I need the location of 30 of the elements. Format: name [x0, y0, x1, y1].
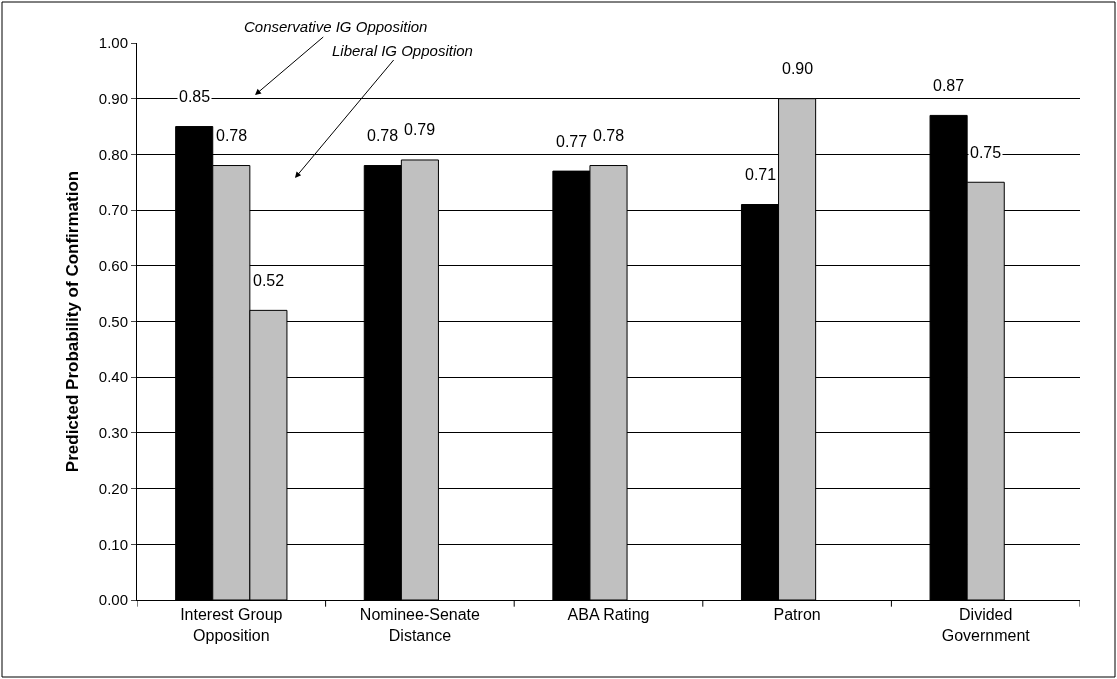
x-tick-label: Interest Group Opposition: [180, 606, 283, 644]
y-axis-title: Predicted Probability of Confirmation: [63, 170, 83, 473]
x-tick-label: Divided Government: [941, 606, 1031, 644]
x-tick-label: Patron: [773, 606, 821, 624]
text: Conservative IG Opposition: [244, 18, 428, 35]
data-label: 0.71: [745, 166, 777, 183]
y-tick-label: 0.10: [98, 535, 128, 553]
y-tick-label: 0.90: [98, 89, 128, 107]
y-tick-label: 0.50: [98, 312, 128, 330]
data-label: 0.52: [253, 272, 285, 289]
data-label: 0.90: [782, 60, 814, 77]
y-tick-label: 0.80: [98, 145, 128, 163]
x-tick-label: Nominee-Senate Distance: [359, 606, 481, 644]
data-label: 0.79: [404, 121, 436, 138]
y-tick-label: 0.00: [98, 591, 128, 609]
annotation: Liberal IG Opposition: [332, 42, 473, 59]
data-label: 0.85: [179, 88, 211, 105]
data-label: 0.78: [593, 127, 625, 144]
y-tick-label: 0.40: [98, 368, 128, 386]
data-label: 0.75: [970, 144, 1002, 161]
data-label: 0.78: [216, 127, 248, 144]
data-label: 0.78: [367, 127, 399, 144]
y-tick-label: 1.00: [98, 34, 128, 52]
y-tick-label: 0.70: [98, 201, 128, 219]
y-tick-label: 0.20: [98, 479, 128, 497]
y-tick-label: 0.30: [98, 424, 128, 442]
x-tick-label: ABA Rating: [567, 606, 650, 624]
y-tick-label: 0.60: [98, 257, 128, 275]
data-label: 0.77: [556, 133, 588, 150]
data-label: 0.87: [933, 77, 965, 94]
